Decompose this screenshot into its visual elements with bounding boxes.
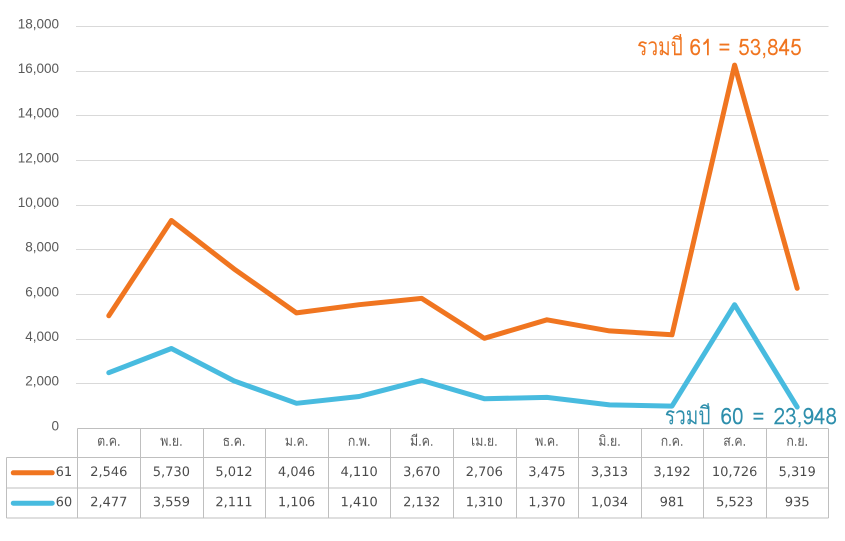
svg-text:10,000: 10,000 [18,195,59,210]
svg-text:4,000: 4,000 [25,329,59,344]
svg-text:18,000: 18,000 [18,16,59,31]
svg-text:16,000: 16,000 [18,61,59,76]
svg-text:2,000: 2,000 [25,374,59,389]
svg-text:14,000: 14,000 [18,106,59,121]
svg-text:6,000: 6,000 [25,284,59,299]
svg-text:8,000: 8,000 [25,240,59,255]
svg-text:12,000: 12,000 [18,150,59,165]
svg-text:0: 0 [51,418,59,433]
